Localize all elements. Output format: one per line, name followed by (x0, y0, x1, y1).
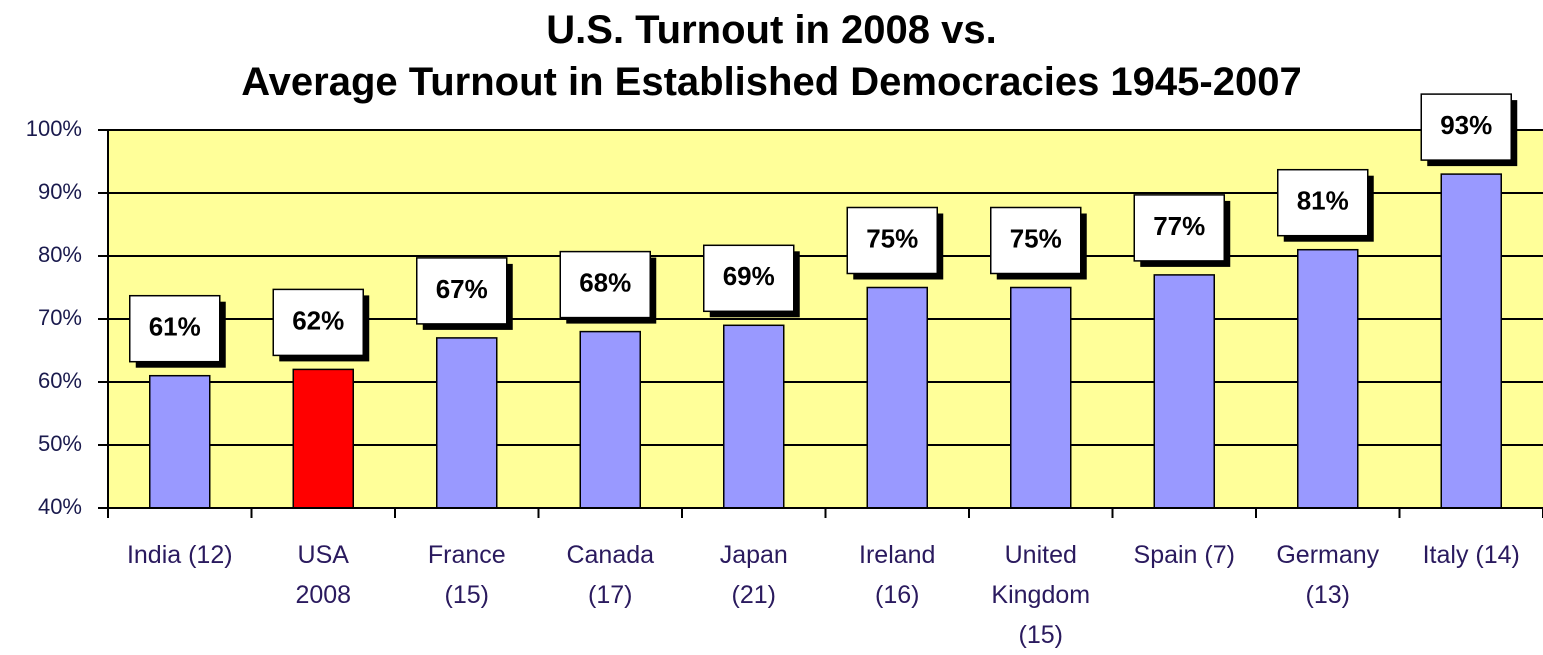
data-label: 81% (1297, 186, 1349, 216)
bar (579, 330, 641, 509)
data-label: 77% (1153, 211, 1205, 241)
label-box (1420, 93, 1512, 161)
chart-title: U.S. Turnout in 2008 vs. Average Turnout… (241, 8, 1302, 104)
x-tick-label: Spain (7) (1133, 541, 1235, 569)
x-tick-label: India (12) (126, 541, 233, 569)
label-box (129, 294, 221, 363)
label-box (272, 288, 364, 357)
label-box (559, 250, 651, 319)
bar (436, 337, 498, 509)
label-box (416, 257, 508, 325)
label-box (703, 244, 795, 313)
y-tick-label: 100% (26, 116, 82, 141)
x-tick-label: Germany (13) (1276, 541, 1380, 609)
label-box (846, 206, 938, 275)
bar (1010, 286, 1072, 509)
data-label: 75% (866, 223, 918, 253)
x-tick-label: USA 2008 (295, 541, 352, 609)
x-tick-label: Ireland (16) (859, 541, 936, 609)
data-label: 67% (436, 274, 488, 304)
bar (292, 368, 354, 509)
y-tick-label: 60% (38, 368, 82, 393)
x-tick-label: Italy (14) (1422, 541, 1520, 569)
label-box (1133, 194, 1225, 262)
x-tick-label: France (15) (427, 541, 506, 609)
data-label: 62% (292, 305, 344, 335)
bar (149, 374, 211, 509)
y-tick-label: 80% (38, 242, 82, 267)
x-tick-label: United Kingdom (15) (991, 541, 1091, 649)
data-label: 75% (1010, 223, 1062, 253)
y-tick-label: 70% (38, 305, 82, 330)
bar (1297, 248, 1359, 509)
data-label: 69% (723, 261, 775, 291)
bar (866, 286, 928, 509)
x-tick-label: Canada (17) (566, 541, 655, 609)
data-label: 68% (579, 267, 631, 297)
label-box (1277, 168, 1369, 237)
data-label: 61% (149, 312, 201, 342)
y-tick-label: 90% (38, 179, 82, 204)
y-tick-label: 40% (38, 494, 82, 519)
y-tick-label: 50% (38, 431, 82, 456)
bar (1440, 173, 1502, 509)
bar (1153, 274, 1215, 509)
label-box (990, 206, 1082, 275)
bar (723, 324, 785, 509)
x-tick-label: Japan (21) (719, 541, 788, 609)
data-label: 93% (1440, 110, 1492, 140)
